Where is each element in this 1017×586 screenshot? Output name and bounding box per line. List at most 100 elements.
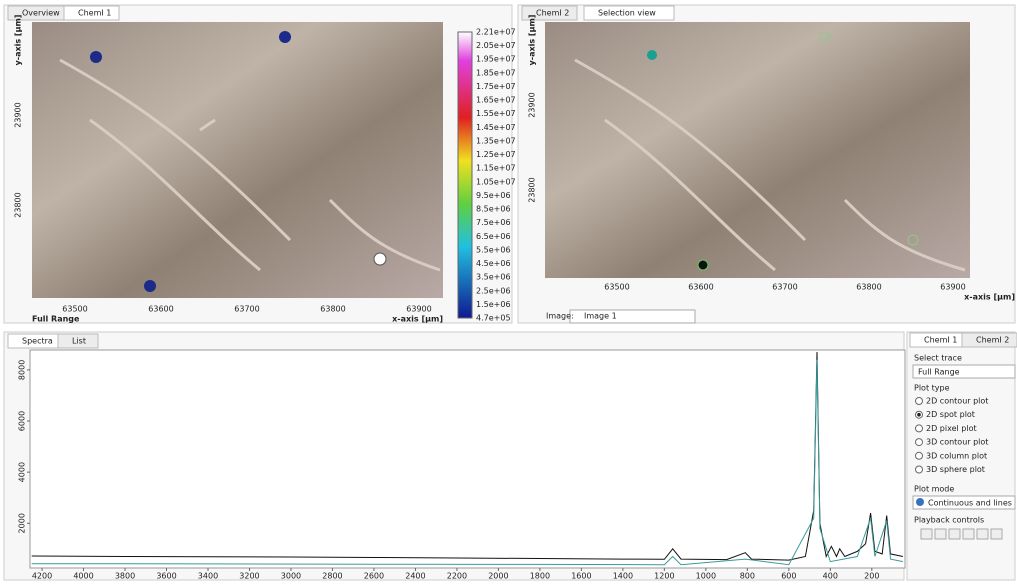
x-axis-label: x-axis [µm] (392, 315, 443, 324)
x-axis-label: x-axis [µm] (964, 293, 1015, 302)
colorbar-label: 4.5e+06 (476, 259, 511, 268)
tab[interactable] (57, 333, 99, 349)
colorbar-label: 1.55e+07 (476, 109, 516, 118)
x-tick-label: 1000 (696, 572, 716, 581)
playback-button[interactable] (976, 528, 989, 540)
colorbar-label: 1.05e+07 (476, 177, 516, 186)
radio[interactable] (915, 397, 923, 405)
y-tick-label: 23800 (528, 177, 537, 202)
x-tick-label: 4200 (32, 572, 52, 581)
tab-label: ChemI 2 (976, 336, 1009, 345)
x-tick-label: 2400 (405, 572, 425, 581)
playback-button[interactable] (934, 528, 947, 540)
x-tick-label: 1800 (530, 572, 550, 581)
section-label: Playback controls (914, 516, 984, 525)
spot (90, 51, 102, 63)
x-tick-label: 63600 (688, 283, 713, 292)
tab[interactable] (583, 5, 675, 21)
colorbar-label: 1.85e+07 (476, 68, 516, 77)
map-image (545, 22, 970, 278)
tab[interactable] (521, 5, 578, 21)
playback-button[interactable] (990, 528, 1003, 540)
x-tick-label: 63900 (940, 283, 965, 292)
x-tick-label: 600 (781, 572, 796, 581)
image-texture (574, 58, 966, 272)
tab[interactable] (961, 332, 1017, 348)
x-tick-label: 63500 (62, 305, 87, 314)
y-tick-label: 8000 (18, 360, 27, 380)
y-tick-label: 6000 (18, 411, 27, 431)
y-axis-label: y-axis [µm] (14, 15, 23, 66)
x-tick-label: 400 (823, 572, 838, 581)
radio-dot (917, 412, 921, 417)
tab-label: Selection view (598, 9, 656, 18)
colorbar-label: 6.5e+06 (476, 232, 511, 241)
colorbar-label: 3.5e+06 (476, 273, 511, 282)
radio-label: 3D column plot (926, 451, 987, 460)
x-tick-label: 800 (740, 572, 755, 581)
colorbar-label: 2.05e+07 (476, 41, 516, 50)
tab-label: ChemI 1 (78, 9, 111, 18)
radio[interactable] (915, 438, 923, 447)
tab-label: ChemI 2 (536, 9, 569, 18)
spot (373, 252, 387, 266)
colorbar-label: 1.45e+07 (476, 123, 516, 132)
colorbar-label: 2.21e+07 (476, 28, 516, 37)
spot (697, 259, 709, 271)
image-texture (59, 58, 441, 272)
spectrum-line (31, 351, 904, 561)
x-tick-label: 3200 (239, 572, 259, 581)
trace-dropdown[interactable] (912, 364, 1016, 379)
x-tick-label: 2600 (364, 572, 384, 581)
x-tick-label: 3600 (156, 572, 176, 581)
tab-label: Overview (22, 9, 60, 18)
radio-label: 2D contour plot (926, 397, 988, 406)
tab-label: List (72, 337, 86, 346)
x-tick-label: 63700 (234, 305, 259, 314)
spot (907, 234, 919, 246)
colorbar-label: 2.5e+06 (476, 286, 511, 295)
tab-label: ChemI 1 (924, 336, 957, 345)
x-tick-label: 2200 (447, 572, 467, 581)
y-tick-label: 23900 (14, 102, 23, 127)
playback-button[interactable] (962, 528, 975, 540)
colorbar-label: 1.25e+07 (476, 150, 516, 159)
radio[interactable] (915, 424, 923, 433)
radio-label: 3D sphere plot (926, 465, 985, 474)
y-tick-label: 4000 (18, 462, 27, 482)
colorbar-label: 1.95e+07 (476, 55, 516, 64)
dropdown-value: Full Range (918, 368, 960, 377)
x-tick-label: 1200 (654, 572, 674, 581)
y-tick-label: 23800 (14, 192, 23, 217)
trace-label: Full Range (32, 315, 80, 324)
plot-area (29, 349, 906, 569)
mode-dropdown[interactable] (912, 495, 1016, 510)
radio[interactable] (915, 465, 923, 474)
radio-label: 2D pixel plot (926, 424, 977, 433)
radio-label: 2D spot plot (926, 410, 975, 419)
x-tick-label: 1600 (571, 572, 591, 581)
x-tick-label: 3000 (281, 572, 301, 581)
playback-button[interactable] (948, 528, 961, 540)
image-value: Image 1 (584, 312, 617, 321)
y-tick-label: 2000 (18, 513, 27, 533)
image-label: Image: (546, 312, 574, 321)
colorbar-label: 1.75e+07 (476, 82, 516, 91)
colorbar-label: 1.5e+06 (476, 300, 511, 309)
tab[interactable] (63, 5, 120, 21)
tab-label: Spectra (22, 337, 53, 346)
x-tick-label: 63500 (604, 283, 629, 292)
radio[interactable] (915, 451, 923, 460)
image-dropdown[interactable] (569, 309, 696, 324)
y-axis-label: y-axis [µm] (528, 15, 537, 66)
playback-button[interactable] (920, 528, 933, 540)
colorbar-label: 9.5e+06 (476, 191, 511, 200)
x-tick-label: 3400 (198, 572, 218, 581)
dropdown-value: Continuous and lines (928, 499, 1012, 508)
x-tick-label: 1400 (613, 572, 633, 581)
colorbar (457, 31, 473, 319)
x-tick-label: 3800 (115, 572, 135, 581)
x-tick-label: 63800 (320, 305, 345, 314)
x-tick-label: 63800 (856, 283, 881, 292)
